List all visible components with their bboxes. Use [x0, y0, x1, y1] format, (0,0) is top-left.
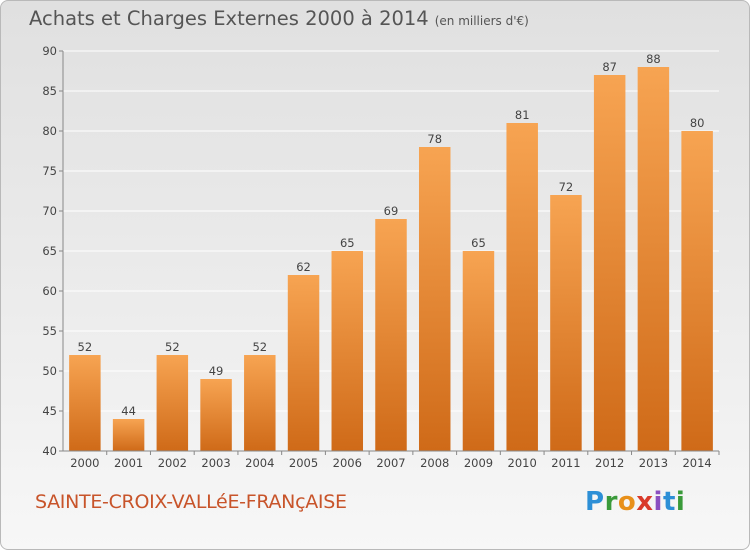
x-tick-label: 2006 — [333, 456, 362, 470]
x-tick-label: 2002 — [158, 456, 187, 470]
bar — [200, 379, 232, 451]
bar — [156, 355, 189, 451]
logo-letter: i — [675, 487, 686, 517]
x-tick-label: 2014 — [682, 456, 711, 470]
data-label: 52 — [252, 340, 267, 354]
bar — [418, 147, 451, 451]
bar — [593, 75, 626, 451]
data-label: 49 — [209, 364, 224, 378]
logo-letter: t — [662, 487, 676, 517]
y-tick-label: 45 — [42, 404, 57, 418]
x-tick-label: 2013 — [639, 456, 668, 470]
y-tick-label: 60 — [42, 284, 57, 298]
logo-letter: r — [604, 487, 618, 517]
y-tick-label: 65 — [42, 244, 57, 258]
y-tick-label: 50 — [42, 364, 57, 378]
data-label: 65 — [340, 236, 355, 250]
x-tick-label: 2012 — [595, 456, 624, 470]
bar — [637, 67, 670, 451]
data-label: 52 — [165, 340, 180, 354]
x-tick-label: 2007 — [376, 456, 405, 470]
x-tick-label: 2001 — [114, 456, 143, 470]
x-tick-label: 2005 — [289, 456, 318, 470]
x-tick-label: 2009 — [464, 456, 493, 470]
data-label: 65 — [471, 236, 486, 250]
bar — [462, 251, 495, 451]
bar — [112, 419, 145, 451]
data-label: 72 — [559, 180, 574, 194]
chart-subtitle: (en milliers d'€) — [434, 14, 529, 28]
bar — [681, 131, 713, 451]
logo-letter: x — [636, 487, 654, 517]
x-tick-label: 2003 — [201, 456, 230, 470]
chart-title-text: Achats et Charges Externes 2000 à 2014 — [29, 7, 429, 30]
y-tick-label: 80 — [42, 124, 57, 138]
y-tick-label: 90 — [42, 44, 57, 58]
bar — [69, 355, 101, 451]
y-axis: 40 45 50 55 60 65 70 75 80 85 90 — [42, 44, 64, 458]
bars: 52 44 52 49 52 62 65 69 78 65 81 72 87 88 80 — [69, 52, 713, 451]
x-tick-label: 2000 — [70, 456, 99, 470]
data-label: 88 — [646, 52, 661, 66]
logo-letter: i — [653, 487, 663, 517]
x-tick-label: 2010 — [508, 456, 537, 470]
y-tick-label: 40 — [42, 444, 57, 458]
bar — [287, 275, 320, 451]
data-label: 87 — [602, 60, 617, 74]
y-tick-label: 70 — [42, 204, 57, 218]
data-label: 52 — [78, 340, 93, 354]
x-tick-label: 2004 — [245, 456, 274, 470]
chart-title: Achats et Charges Externes 2000 à 2014 (e… — [29, 7, 529, 30]
x-axis: 2000 2001 2002 2003 2004 2005 2006 2007 2008 2009… — [63, 450, 720, 470]
data-label: 44 — [121, 404, 136, 418]
bar — [375, 219, 407, 451]
bar — [244, 355, 276, 451]
data-label: 81 — [515, 108, 530, 122]
data-label: 69 — [384, 204, 399, 218]
bar — [331, 251, 364, 451]
bar — [506, 123, 538, 451]
y-tick-label: 85 — [42, 84, 57, 98]
x-tick-label: 2011 — [551, 456, 580, 470]
data-label: 80 — [690, 116, 705, 130]
logo-letter: P — [585, 487, 605, 517]
proxiti-logo[interactable]: Proxiti — [585, 487, 685, 517]
commune-name: SAINTE-CROIX-VALLéE-FRANçAISE — [35, 491, 347, 513]
bar — [550, 195, 582, 451]
data-label: 62 — [296, 260, 311, 274]
logo-letter: o — [617, 487, 637, 517]
x-tick-label: 2008 — [420, 456, 449, 470]
y-tick-label: 55 — [42, 324, 57, 338]
y-tick-label: 75 — [42, 164, 57, 178]
data-label: 78 — [427, 132, 442, 146]
